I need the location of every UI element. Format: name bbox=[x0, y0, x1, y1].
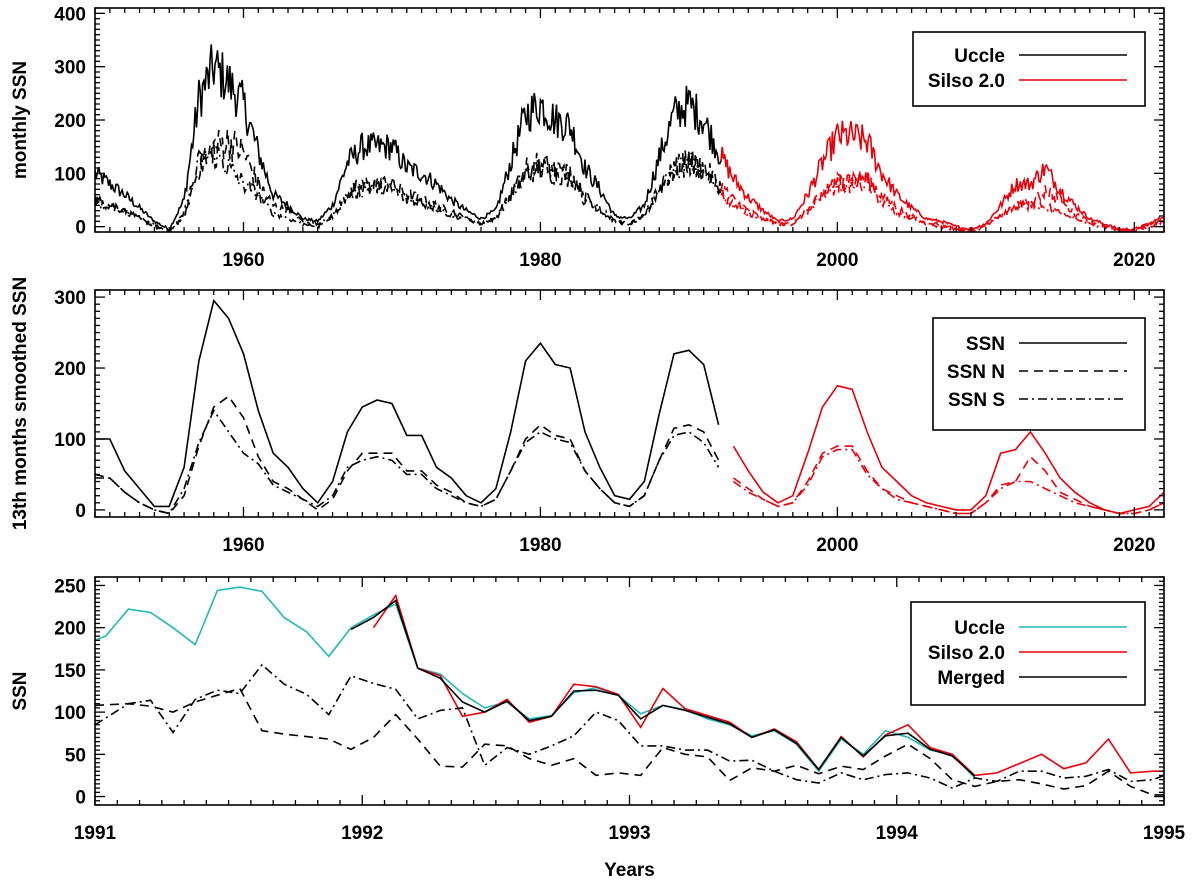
y-tick-label: 300 bbox=[54, 58, 86, 79]
y-tick-label: 400 bbox=[54, 4, 86, 25]
series-group bbox=[95, 44, 1164, 232]
x-tick-label: 1995 bbox=[1143, 823, 1186, 844]
x-tick-label: 2000 bbox=[816, 535, 858, 556]
legend: Uccle Silso 2.0 bbox=[912, 31, 1146, 107]
y-tick-label: 0 bbox=[75, 501, 86, 522]
legend-label: Uccle bbox=[954, 46, 1005, 67]
legend-box bbox=[912, 31, 1146, 107]
series-line-merged bbox=[350, 599, 976, 777]
x-tick-label: 1994 bbox=[876, 823, 919, 844]
series-line-ssn-n-after bbox=[720, 169, 1164, 232]
y-axis-label: monthly SSN bbox=[10, 61, 31, 179]
legend: SSN SSN N SSN S bbox=[932, 317, 1146, 431]
legend-label: Uccle bbox=[954, 618, 1005, 639]
x-tick-label: 1991 bbox=[74, 823, 117, 844]
y-tick-label: 0 bbox=[75, 788, 86, 809]
series-line-ssn-s-after bbox=[720, 173, 1164, 232]
series-line-ssn-n-before bbox=[95, 129, 724, 232]
y-tick-label: 150 bbox=[54, 661, 86, 682]
y-tick-label: 100 bbox=[54, 164, 86, 185]
legend-box bbox=[910, 601, 1146, 706]
legend-box bbox=[932, 317, 1146, 431]
series-line-ssn-n-before bbox=[95, 395, 720, 515]
series-group bbox=[95, 586, 1164, 796]
series-line-ssn-s-after bbox=[732, 448, 1164, 515]
y-tick-label: 100 bbox=[54, 703, 86, 724]
x-tick-label: 1992 bbox=[341, 823, 383, 844]
x-tick-label: 1980 bbox=[519, 535, 561, 556]
y-tick-label: 200 bbox=[54, 619, 86, 640]
x-tick-label: 1980 bbox=[519, 250, 561, 271]
legend-label: SSN S bbox=[948, 390, 1005, 411]
x-tick-label: 2020 bbox=[1113, 250, 1155, 271]
series-line-ssn-s bbox=[95, 663, 1164, 789]
x-tick-label: 2000 bbox=[816, 250, 858, 271]
panel-smoothed: 1960 1980 2000 2020 0 100 200 300 13th months sm… bbox=[10, 277, 1165, 556]
y-tick-label: 300 bbox=[54, 288, 86, 309]
y-tick-label: 250 bbox=[54, 576, 86, 597]
panel-monthly: 1960 1980 2000 2020 0 100 200 300 400 monthly SSN… bbox=[10, 4, 1165, 271]
legend-label: Merged bbox=[937, 668, 1005, 689]
x-tick-label: 1993 bbox=[608, 823, 650, 844]
y-tick-label: 200 bbox=[54, 111, 86, 132]
series-line-ssn-n-after bbox=[732, 445, 1164, 515]
legend-label: Silso 2.0 bbox=[928, 71, 1005, 92]
y-tick-label: 50 bbox=[65, 745, 86, 766]
x-tick-label: 1960 bbox=[222, 535, 264, 556]
legend: Uccle Silso 2.0 Merged bbox=[910, 601, 1146, 706]
series-line-uccle bbox=[95, 586, 976, 779]
series-line-ssn-s-before bbox=[95, 141, 724, 232]
series-group bbox=[95, 298, 1164, 515]
y-tick-label: 200 bbox=[54, 359, 86, 380]
series-line-ssn-n bbox=[95, 687, 1164, 796]
legend-label: SSN N bbox=[947, 362, 1005, 383]
legend-label: SSN bbox=[966, 334, 1005, 355]
series-line-ssn-s-before bbox=[95, 409, 720, 515]
x-tick-label: 1960 bbox=[222, 250, 264, 271]
y-axis-label: 13th months smoothed SSN bbox=[10, 277, 31, 530]
series-line-ssn-before bbox=[95, 298, 720, 508]
series-line-ssn-after bbox=[732, 384, 1164, 515]
y-tick-label: 100 bbox=[54, 430, 86, 451]
y-tick-label: 0 bbox=[75, 218, 86, 239]
panel-zoom: 1991 1992 1993 1994 1995 0 50 100 150 200 250 SSN Ye… bbox=[10, 576, 1186, 881]
series-line-ssn-before bbox=[95, 44, 724, 231]
x-axis-label: Years bbox=[604, 860, 655, 881]
x-tick-label: 2020 bbox=[1113, 535, 1155, 556]
y-axis-label: SSN bbox=[10, 671, 31, 710]
series-line-ssn-after bbox=[720, 120, 1164, 232]
legend-label: Silso 2.0 bbox=[928, 643, 1005, 664]
